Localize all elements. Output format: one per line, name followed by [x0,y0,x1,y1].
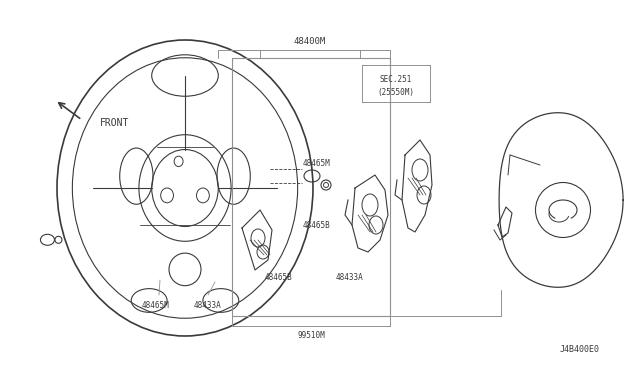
Text: 48465B: 48465B [265,273,292,282]
Text: FRONT: FRONT [100,118,129,128]
Text: 99510M: 99510M [297,330,325,340]
Text: 48465B: 48465B [303,221,331,231]
Text: 48465M: 48465M [141,301,169,310]
Text: SEC.251: SEC.251 [380,74,412,83]
Text: 48433A: 48433A [336,273,364,282]
Text: J4B400E0: J4B400E0 [560,346,600,355]
Text: 48433A: 48433A [194,301,222,310]
Text: (25550M): (25550M) [378,87,415,96]
Text: 48465M: 48465M [303,158,331,167]
Text: 48400M: 48400M [294,38,326,46]
